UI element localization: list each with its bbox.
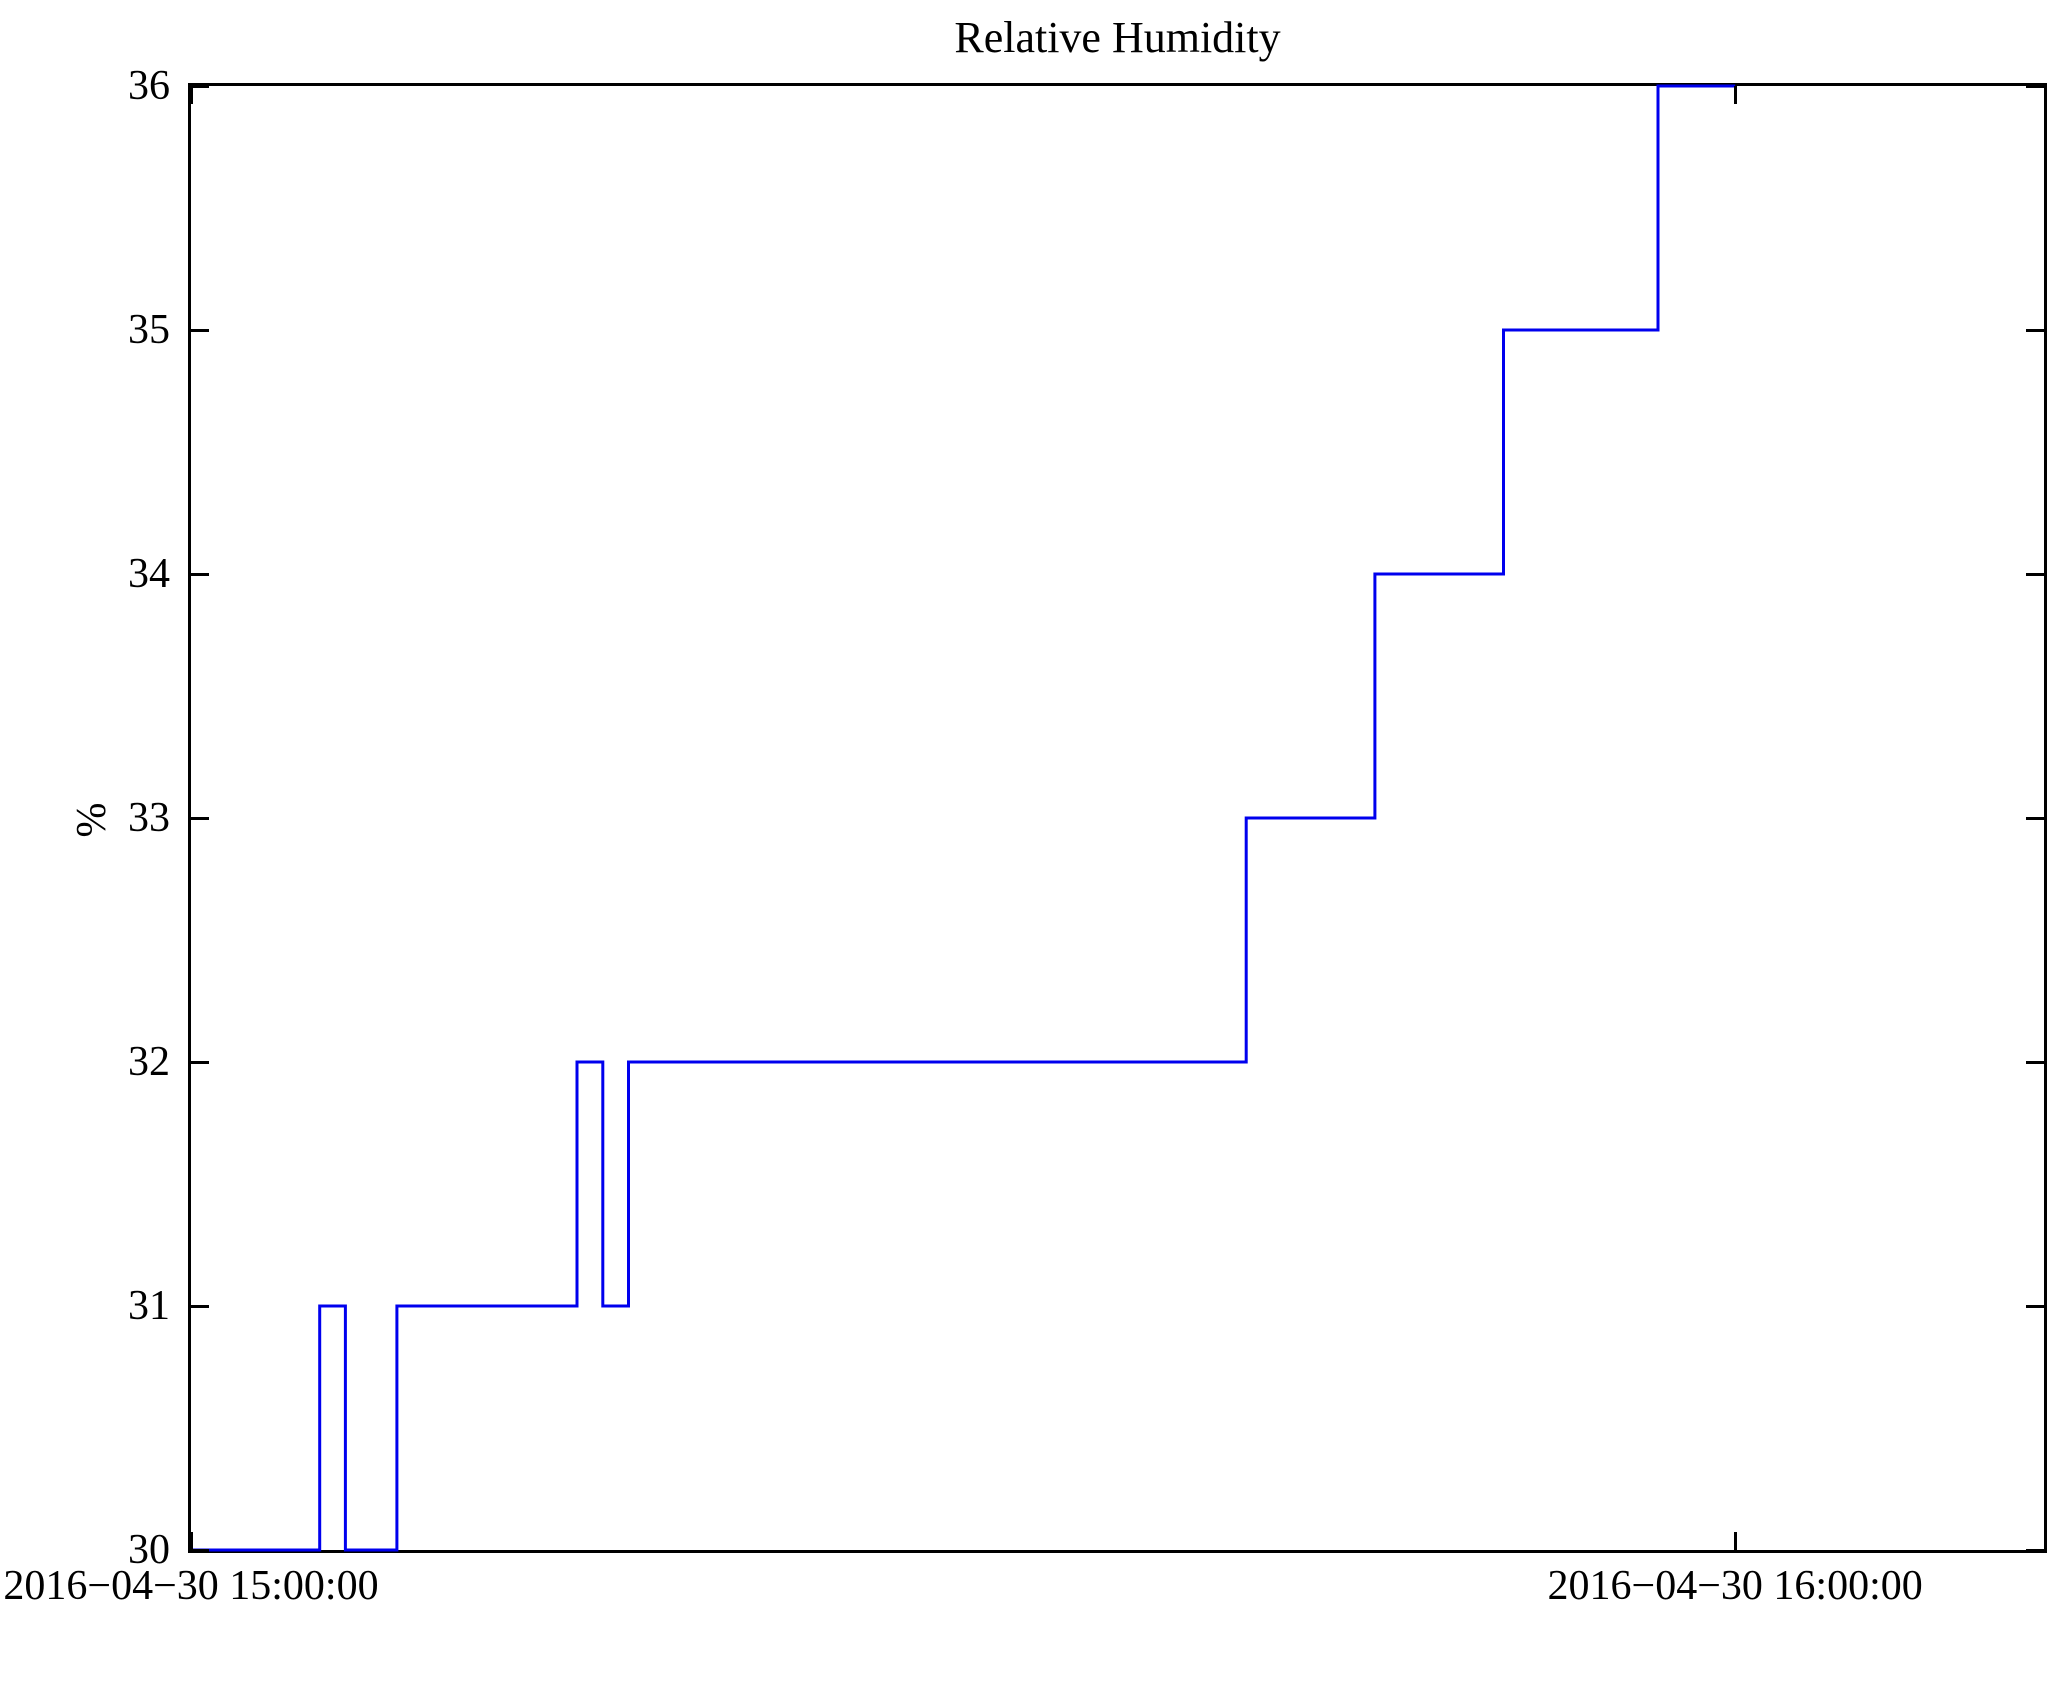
y-tick-label-36: 36	[128, 63, 170, 109]
x-tick-label-60: 2016−04−30 16:00:00	[1547, 1563, 1923, 1609]
y-tick-label-35: 35	[128, 307, 170, 353]
humidity-step-line	[191, 84, 1736, 1552]
y-tick-right-33	[2026, 816, 2044, 820]
series-path	[191, 84, 1736, 1552]
x-tick-top-60	[1733, 86, 1737, 104]
plot-area	[188, 83, 2047, 1553]
x-tick-bottom-60	[1733, 1532, 1737, 1550]
y-tick-right-34	[2026, 572, 2044, 576]
chart-title: Relative Humidity	[954, 13, 1281, 62]
y-tick-left-30	[191, 1548, 209, 1552]
x-tick-bottom-0	[189, 1532, 193, 1550]
y-tick-left-34	[191, 572, 209, 576]
y-tick-left-35	[191, 328, 209, 332]
y-tick-right-36	[2026, 84, 2044, 88]
y-tick-left-36	[191, 84, 209, 88]
y-tick-label-33: 33	[128, 795, 170, 841]
y-tick-label-32: 32	[128, 1039, 170, 1085]
y-tick-left-33	[191, 816, 209, 820]
y-tick-label-31: 31	[128, 1283, 170, 1329]
y-tick-right-35	[2026, 328, 2044, 332]
y-tick-right-31	[2026, 1304, 2044, 1308]
y-tick-left-32	[191, 1060, 209, 1064]
y-tick-right-30	[2026, 1548, 2044, 1552]
x-tick-label-0: 2016−04−30 15:00:00	[3, 1563, 379, 1609]
y-tick-label-34: 34	[128, 551, 170, 597]
y-tick-right-32	[2026, 1060, 2044, 1064]
x-tick-top-0	[189, 86, 193, 104]
y-tick-left-31	[191, 1304, 209, 1308]
y-tick-label-30: 30	[128, 1527, 170, 1573]
